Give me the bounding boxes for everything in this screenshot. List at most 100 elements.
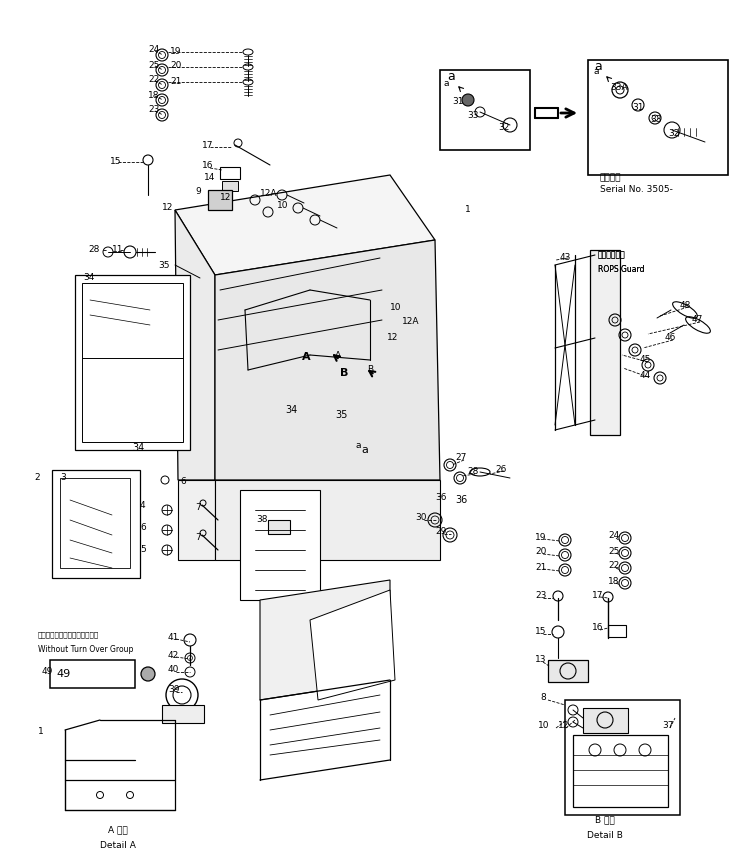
Text: 33A: 33A: [610, 84, 628, 92]
Text: 28: 28: [467, 467, 478, 477]
Text: 21: 21: [170, 77, 181, 86]
Text: 適用号機: 適用号機: [600, 174, 622, 182]
Text: Serial No. 3505-: Serial No. 3505-: [600, 186, 673, 194]
Text: 7: 7: [195, 504, 201, 512]
Polygon shape: [240, 490, 320, 600]
Polygon shape: [310, 590, 395, 700]
Text: 48: 48: [680, 301, 691, 309]
Text: 3: 3: [60, 473, 66, 482]
Text: 12: 12: [387, 333, 398, 341]
Text: 5: 5: [140, 545, 146, 555]
Text: 10: 10: [538, 721, 550, 730]
Text: a: a: [447, 71, 455, 84]
Text: 16: 16: [202, 161, 214, 169]
Text: 20: 20: [170, 61, 181, 71]
Text: 2: 2: [34, 473, 40, 482]
Text: 36: 36: [455, 495, 467, 505]
Text: B: B: [367, 365, 373, 374]
Bar: [590, 250, 620, 435]
Bar: [222, 181, 238, 191]
Text: 23: 23: [535, 592, 546, 600]
Text: 6: 6: [180, 478, 186, 486]
Bar: [608, 625, 626, 637]
Text: 10: 10: [277, 201, 289, 211]
Text: Without Turn Over Group: Without Turn Over Group: [38, 645, 133, 655]
Text: 13: 13: [535, 656, 547, 664]
Text: 33: 33: [650, 116, 662, 124]
Text: 34: 34: [83, 272, 95, 282]
Text: 7: 7: [195, 533, 201, 543]
Text: 39: 39: [168, 685, 180, 695]
Text: 12A: 12A: [260, 188, 278, 198]
Text: 12A: 12A: [402, 317, 420, 327]
Text: 34: 34: [132, 443, 144, 453]
Text: 15: 15: [535, 627, 547, 637]
Text: 24: 24: [148, 46, 159, 54]
Text: 9: 9: [195, 187, 201, 196]
Bar: [588, 60, 728, 175]
Text: A: A: [302, 352, 311, 362]
Bar: [548, 660, 588, 682]
Text: 35: 35: [158, 262, 169, 270]
Bar: [50, 660, 135, 688]
Text: 32: 32: [498, 124, 509, 132]
Text: a: a: [444, 79, 449, 87]
Bar: [268, 520, 290, 534]
Text: a: a: [355, 441, 360, 449]
Text: 16: 16: [592, 624, 604, 632]
Text: 49: 49: [42, 668, 53, 677]
Text: a: a: [362, 445, 369, 455]
Text: ROPS Guard: ROPS Guard: [598, 265, 645, 275]
Text: 6: 6: [140, 524, 146, 532]
Text: 22: 22: [608, 562, 619, 570]
Text: Detail B: Detail B: [587, 830, 623, 840]
Text: 14: 14: [204, 174, 215, 182]
Text: 47: 47: [692, 315, 704, 325]
Text: 33: 33: [467, 111, 479, 119]
Polygon shape: [215, 240, 440, 480]
Text: 1: 1: [38, 727, 44, 736]
Text: 30: 30: [415, 513, 426, 523]
Text: ロプスガード: ロプスガード: [598, 251, 626, 259]
Text: 22: 22: [148, 75, 159, 85]
Text: 29: 29: [435, 528, 446, 537]
Text: 17: 17: [202, 141, 214, 149]
Text: 43: 43: [560, 253, 571, 263]
Text: B 詳細: B 詳細: [595, 816, 615, 824]
Text: ロプスガード: ロプスガード: [598, 251, 626, 259]
Text: 32: 32: [668, 129, 679, 137]
Bar: [60, 478, 130, 568]
Bar: [162, 705, 204, 723]
Text: 42: 42: [168, 651, 179, 659]
Circle shape: [462, 94, 474, 106]
Text: 18: 18: [608, 576, 619, 586]
Bar: [208, 190, 232, 210]
Bar: [440, 70, 530, 150]
Bar: [573, 735, 668, 807]
Text: 28: 28: [88, 245, 99, 255]
Text: 25: 25: [148, 60, 159, 69]
Bar: [52, 470, 140, 578]
Polygon shape: [260, 580, 390, 700]
Text: 15: 15: [110, 157, 121, 167]
Text: A: A: [335, 351, 341, 359]
Text: 36: 36: [435, 493, 446, 503]
Text: A 詳細: A 詳細: [108, 825, 128, 835]
Text: 25: 25: [608, 547, 619, 556]
Text: 23: 23: [148, 105, 159, 115]
Bar: [82, 283, 183, 442]
Text: ROPS Guard: ROPS Guard: [598, 265, 645, 275]
Circle shape: [141, 667, 155, 681]
Text: 21: 21: [535, 562, 546, 571]
Text: a: a: [594, 67, 599, 77]
Text: 31: 31: [452, 98, 463, 106]
Text: 26: 26: [495, 466, 506, 474]
Text: 37: 37: [662, 721, 673, 730]
Text: 27: 27: [455, 454, 466, 462]
Text: 12: 12: [162, 204, 173, 213]
Text: 44: 44: [640, 371, 651, 379]
Bar: [583, 708, 628, 733]
Text: 17: 17: [592, 590, 604, 600]
Bar: [565, 700, 680, 815]
Text: 10: 10: [390, 302, 402, 312]
